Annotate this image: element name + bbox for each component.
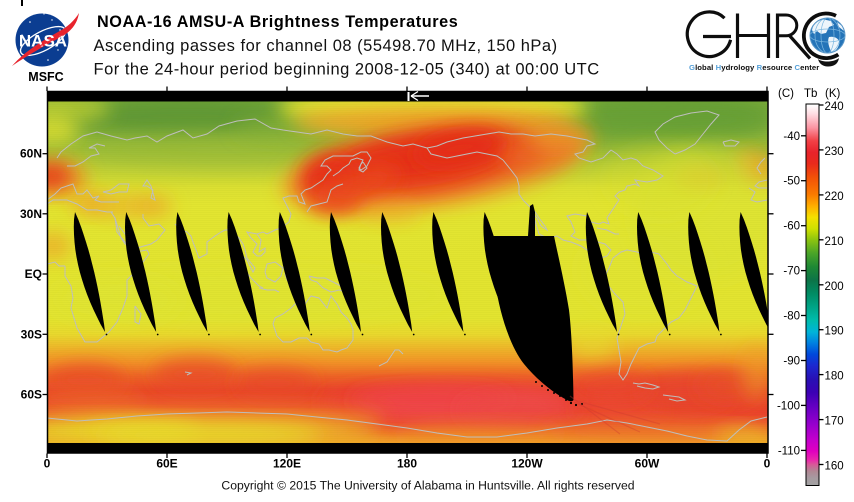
svg-text:(C): (C): [778, 88, 794, 100]
svg-text:NOAA-16 AMSU-A Brightness Temp: NOAA-16 AMSU-A Brightness Temperatures: [97, 13, 458, 31]
svg-text:Tb: Tb: [804, 88, 817, 100]
svg-text:200: 200: [825, 281, 844, 293]
svg-text:-70: -70: [783, 266, 800, 278]
svg-text:170: 170: [825, 416, 844, 428]
svg-text:60W: 60W: [635, 457, 660, 471]
svg-text:60E: 60E: [156, 457, 177, 471]
svg-text:-100: -100: [777, 400, 800, 412]
svg-text:0: 0: [764, 457, 771, 471]
svg-text:120W: 120W: [511, 457, 543, 471]
svg-text:Copyright © 2015 The Universit: Copyright © 2015 The University of Alaba…: [221, 479, 634, 493]
svg-text:-110: -110: [778, 445, 800, 457]
svg-text:220: 220: [825, 191, 844, 203]
svg-text:120E: 120E: [273, 457, 301, 471]
svg-text:(K): (K): [825, 88, 841, 100]
svg-text:-60: -60: [783, 221, 800, 233]
svg-text:210: 210: [825, 236, 844, 248]
svg-text:240: 240: [825, 101, 844, 113]
svg-text:-50: -50: [783, 176, 800, 188]
svg-text:0: 0: [44, 457, 51, 471]
svg-text:180: 180: [397, 457, 417, 471]
svg-text:-40: -40: [783, 131, 800, 143]
svg-text:190: 190: [825, 326, 844, 338]
svg-text:Global Hydrology Resource Cent: Global Hydrology Resource Center: [689, 63, 819, 72]
svg-text:-80: -80: [783, 311, 800, 323]
svg-text:160: 160: [825, 461, 844, 473]
svg-text:For the 24-hour period beginni: For the 24-hour period beginning 2008-12…: [94, 61, 600, 79]
svg-text:Ascending passes for channel 0: Ascending passes for channel 08 (55498.7…: [94, 37, 558, 55]
svg-text:230: 230: [825, 146, 844, 158]
svg-text:MSFC: MSFC: [28, 70, 63, 84]
svg-text:60N: 60N: [20, 147, 42, 161]
svg-text:NASA: NASA: [19, 32, 67, 51]
svg-text:30N: 30N: [20, 207, 42, 221]
svg-text:EQ: EQ: [25, 267, 42, 281]
svg-text:180: 180: [825, 371, 844, 383]
svg-text:-90: -90: [783, 356, 800, 368]
svg-text:30S: 30S: [21, 327, 42, 341]
svg-text:60S: 60S: [21, 388, 42, 402]
